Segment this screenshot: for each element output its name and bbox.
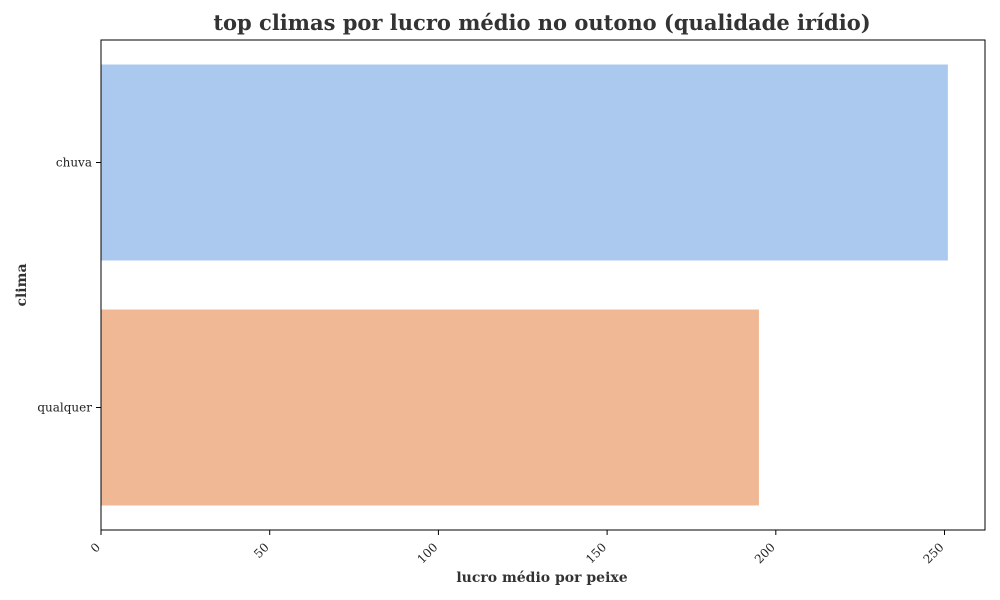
chart-title: top climas por lucro médio no outono (qu… xyxy=(213,10,870,35)
x-tick-label: 100 xyxy=(414,540,440,566)
x-tick-label: 0 xyxy=(88,540,103,555)
x-axis-label: lucro médio por peixe xyxy=(456,570,627,586)
plot-frame xyxy=(100,39,986,531)
bar-chuva xyxy=(101,64,948,261)
x-tick-label: 250 xyxy=(921,540,947,566)
y-axis: chuva qualquer xyxy=(37,156,101,415)
bars-group xyxy=(101,64,948,506)
x-axis: 0 50 100 150 200 250 xyxy=(88,530,947,566)
y-axis-label: clima xyxy=(14,263,30,306)
x-tick-label: 200 xyxy=(752,540,778,566)
bar-qualquer xyxy=(101,309,759,506)
x-tick-label: 150 xyxy=(583,540,609,566)
x-tick-label: 50 xyxy=(251,540,272,561)
y-tick-label: chuva xyxy=(56,156,92,170)
y-tick-label: qualquer xyxy=(37,401,92,415)
